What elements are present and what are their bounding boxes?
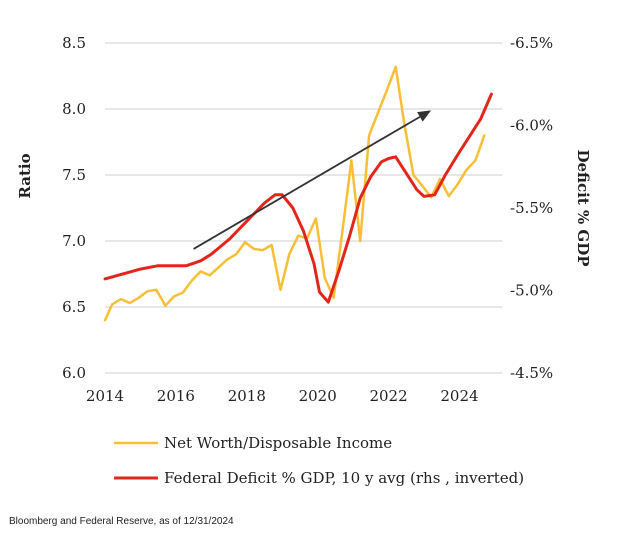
x-tick-label: 2018 [228, 387, 266, 405]
y2-axis-title: Deficit % GDP [574, 149, 592, 266]
y-tick-label: 8.5 [62, 34, 86, 52]
y2-tick-label: -4.5% [510, 364, 553, 382]
source-note: Bloomberg and Federal Reserve, as of 12/… [9, 516, 234, 527]
trend-arrow [193, 110, 432, 250]
grid-lines [105, 42, 502, 374]
x-tick-label: 2020 [299, 387, 337, 405]
y-tick-label: 7.0 [62, 232, 86, 250]
y-tick-label: 6.0 [62, 364, 86, 382]
y2-axis-ticks: -4.5% -5.0% -5.5% -6.0% -6.5% [510, 34, 553, 382]
y2-tick-label: -5.5% [510, 199, 553, 217]
y-tick-label: 8.0 [62, 100, 86, 118]
y2-tick-label: -6.5% [510, 34, 553, 52]
legend-label: Net Worth/Disposable Income [164, 434, 392, 452]
series-line-federal-deficit [103, 92, 493, 304]
y2-tick-label: -5.0% [510, 282, 553, 300]
series-layer [103, 65, 493, 322]
trend-arrow-head [417, 110, 432, 122]
legend: Net Worth/Disposable Income Federal Defic… [114, 434, 524, 487]
series-line-net-worth [103, 65, 486, 322]
x-tick-label: 2022 [369, 387, 407, 405]
trend-arrow-shaft [193, 116, 421, 250]
y-tick-label: 6.5 [62, 298, 86, 316]
y-axis-ticks: 6.0 6.5 7.0 7.5 8.0 8.5 [62, 34, 86, 382]
x-tick-label: 2014 [86, 387, 124, 405]
y-tick-label: 7.5 [62, 166, 86, 184]
x-tick-label: 2016 [157, 387, 195, 405]
y-axis-title: Ratio [16, 153, 34, 198]
legend-label: Federal Deficit % GDP, 10 y avg (rhs , i… [164, 469, 524, 487]
x-tick-label: 2024 [440, 387, 478, 405]
x-axis-ticks: 2014 2016 2018 2020 2022 2024 [86, 387, 479, 405]
y2-tick-label: -6.0% [510, 117, 553, 135]
